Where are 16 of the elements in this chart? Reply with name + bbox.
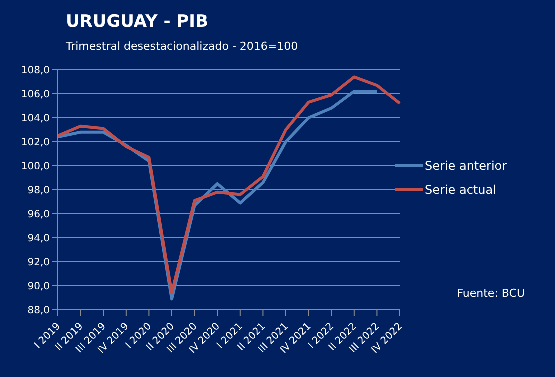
y-tick-label: 88,0 [28, 306, 50, 317]
y-tick-label: 90,0 [28, 282, 50, 293]
chart-subtitle: Trimestral desestacionalizado - 2016=100 [66, 40, 298, 53]
y-tick-label: 102,0 [21, 138, 50, 149]
y-tick-label: 92,0 [28, 258, 50, 269]
y-tick-label: 100,0 [21, 162, 50, 173]
legend-label: Serie actual [425, 183, 496, 197]
chart-title: URUGUAY - PIB [66, 12, 208, 32]
y-tick-label: 98,0 [28, 186, 50, 197]
legend-label: Serie anterior [425, 159, 508, 173]
y-tick-label: 108,0 [21, 66, 50, 77]
y-tick-label: 104,0 [21, 114, 50, 125]
y-tick-label: 96,0 [28, 210, 50, 221]
y-tick-label: 106,0 [21, 90, 50, 101]
y-tick-label: 94,0 [28, 234, 50, 245]
source-note: Fuente: BCU [457, 287, 525, 300]
